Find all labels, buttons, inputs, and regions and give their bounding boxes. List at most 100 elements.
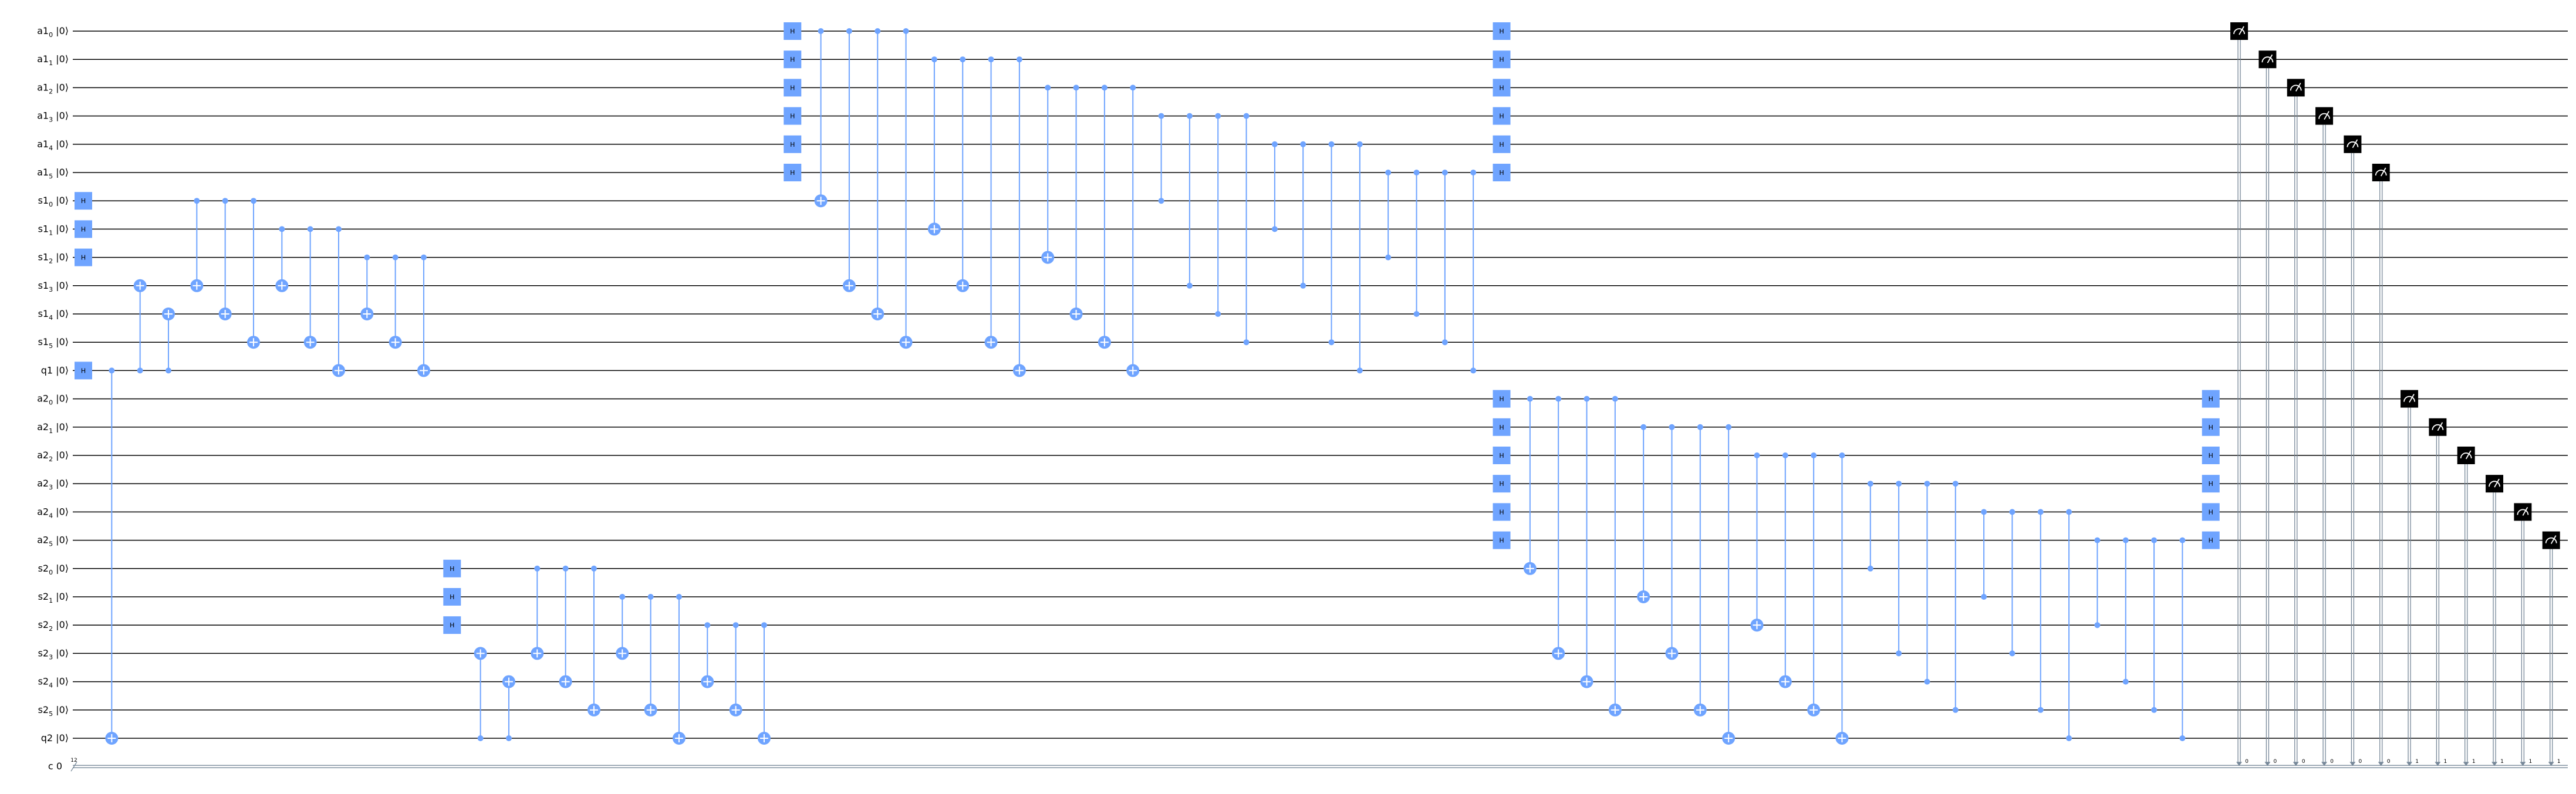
cnot-gate	[1693, 424, 1707, 717]
measure-gate: 0	[2315, 107, 2334, 766]
control-dot	[1811, 452, 1817, 458]
control-dot	[1697, 424, 1703, 430]
cz-target-dot	[1328, 339, 1335, 346]
qubit-index: 2	[49, 455, 53, 463]
h-gate: H	[784, 164, 802, 181]
qubit-index: 2	[49, 87, 53, 95]
meter-arc	[2233, 28, 2245, 35]
cnot-gate	[275, 226, 289, 292]
h-gate-label: H	[1499, 424, 1504, 431]
cnot-gate	[133, 279, 147, 374]
qubit-ket: |0⟩	[53, 195, 69, 206]
qubit-index: 4	[49, 512, 53, 519]
qubit-ket: |0⟩	[53, 364, 69, 376]
qubit-label-a11: a11 |0⟩	[37, 53, 69, 67]
qubit-ket: |0⟩	[53, 732, 69, 744]
control-dot	[1158, 113, 1164, 119]
measure-box	[2230, 22, 2248, 40]
qubit-ket: |0⟩	[53, 506, 69, 517]
cz-target-dot	[1981, 594, 1987, 600]
cz-gate	[1867, 481, 1873, 572]
h-gate-box	[784, 22, 802, 40]
cnot-gate	[247, 198, 260, 349]
cz-gate	[1215, 113, 1221, 317]
qubit-ket: |0⟩	[53, 308, 69, 319]
cnot-gate	[389, 254, 402, 349]
meter-needle	[2267, 54, 2273, 63]
h-gate: H	[784, 50, 802, 69]
meter-needle	[2550, 535, 2557, 545]
h-gate: H	[443, 616, 461, 634]
qubit-index: 2	[49, 625, 53, 633]
h-gate-label: H	[2209, 452, 2213, 459]
h-gate-label: H	[1499, 113, 1504, 120]
meter-arc	[2489, 481, 2500, 487]
cz-gate	[1300, 141, 1306, 289]
measure-box	[2401, 390, 2419, 408]
qubit-ket: |0⟩	[53, 393, 69, 404]
qubit-ket: |0⟩	[53, 25, 69, 36]
control-dot	[109, 367, 115, 374]
meter-arc	[2432, 424, 2444, 430]
measure-bit-label: 0	[2274, 759, 2277, 765]
qubit-register-name: s1	[38, 336, 49, 347]
meter-arc	[2261, 56, 2274, 63]
qubit-label-s11: s11 |0⟩	[38, 223, 69, 236]
h-gate-box	[2202, 447, 2220, 464]
cz-target-dot	[1215, 311, 1221, 317]
h-gate-label: H	[450, 621, 454, 629]
h-gate-label: H	[1499, 169, 1504, 177]
cz-gate	[1441, 170, 1448, 346]
control-dot	[732, 622, 739, 629]
h-gate: H	[2202, 390, 2220, 408]
qubit-ket: |0⟩	[53, 252, 69, 263]
h-gate: H	[1493, 107, 1511, 125]
cnot-gate	[303, 226, 317, 349]
cnot-gate	[899, 28, 913, 349]
qubit-register-name: s2	[38, 619, 49, 630]
meter-arc	[2460, 452, 2472, 459]
cz-gate	[2151, 537, 2158, 713]
measure-bit-label: 1	[2472, 759, 2476, 765]
cnot-gate	[644, 594, 657, 717]
qubit-index: 5	[49, 540, 53, 548]
qubit-register-name: a1	[37, 25, 49, 36]
h-gate-box	[1493, 447, 1511, 464]
classical-register-name: c	[48, 761, 56, 772]
h-gate-label: H	[1499, 141, 1504, 148]
control-dot	[590, 565, 597, 572]
control-dot	[875, 28, 881, 34]
cz-target-dot	[1300, 282, 1306, 289]
measure-box	[2542, 531, 2560, 549]
measure-box	[2486, 475, 2504, 493]
cz-gate	[2094, 537, 2101, 629]
h-gate-box	[75, 361, 92, 380]
h-gate-box	[2202, 503, 2220, 521]
control-dot	[676, 594, 682, 600]
control-dot	[1215, 113, 1221, 119]
qubit-register-name: a2	[37, 421, 49, 433]
measure-arrow	[2435, 762, 2441, 766]
meter-arc	[2347, 141, 2359, 147]
h-gate-box	[1493, 531, 1511, 549]
control-dot	[818, 28, 824, 34]
cz-gate	[1470, 170, 1477, 374]
measure-gate: 1	[2457, 447, 2476, 766]
qubit-label-q2: q2 |0⟩	[41, 732, 69, 744]
control-dot	[1470, 170, 1477, 175]
measure-arrow	[2349, 762, 2356, 766]
control-dot	[1356, 141, 1363, 147]
cnot-gate	[360, 254, 374, 320]
measure-arrow	[2548, 762, 2554, 766]
h-gate-box	[443, 559, 461, 577]
qubit-register-name: q1	[41, 364, 53, 376]
meter-needle	[2352, 139, 2358, 148]
control-dot	[1584, 396, 1590, 402]
h-gate: H	[75, 192, 92, 210]
cz-target-dot	[2151, 707, 2158, 713]
qubit-ket: |0⟩	[53, 704, 69, 715]
control-dot	[2066, 509, 2072, 515]
qubit-label-s10: s10 |0⟩	[38, 195, 69, 208]
control-dot	[647, 594, 654, 600]
